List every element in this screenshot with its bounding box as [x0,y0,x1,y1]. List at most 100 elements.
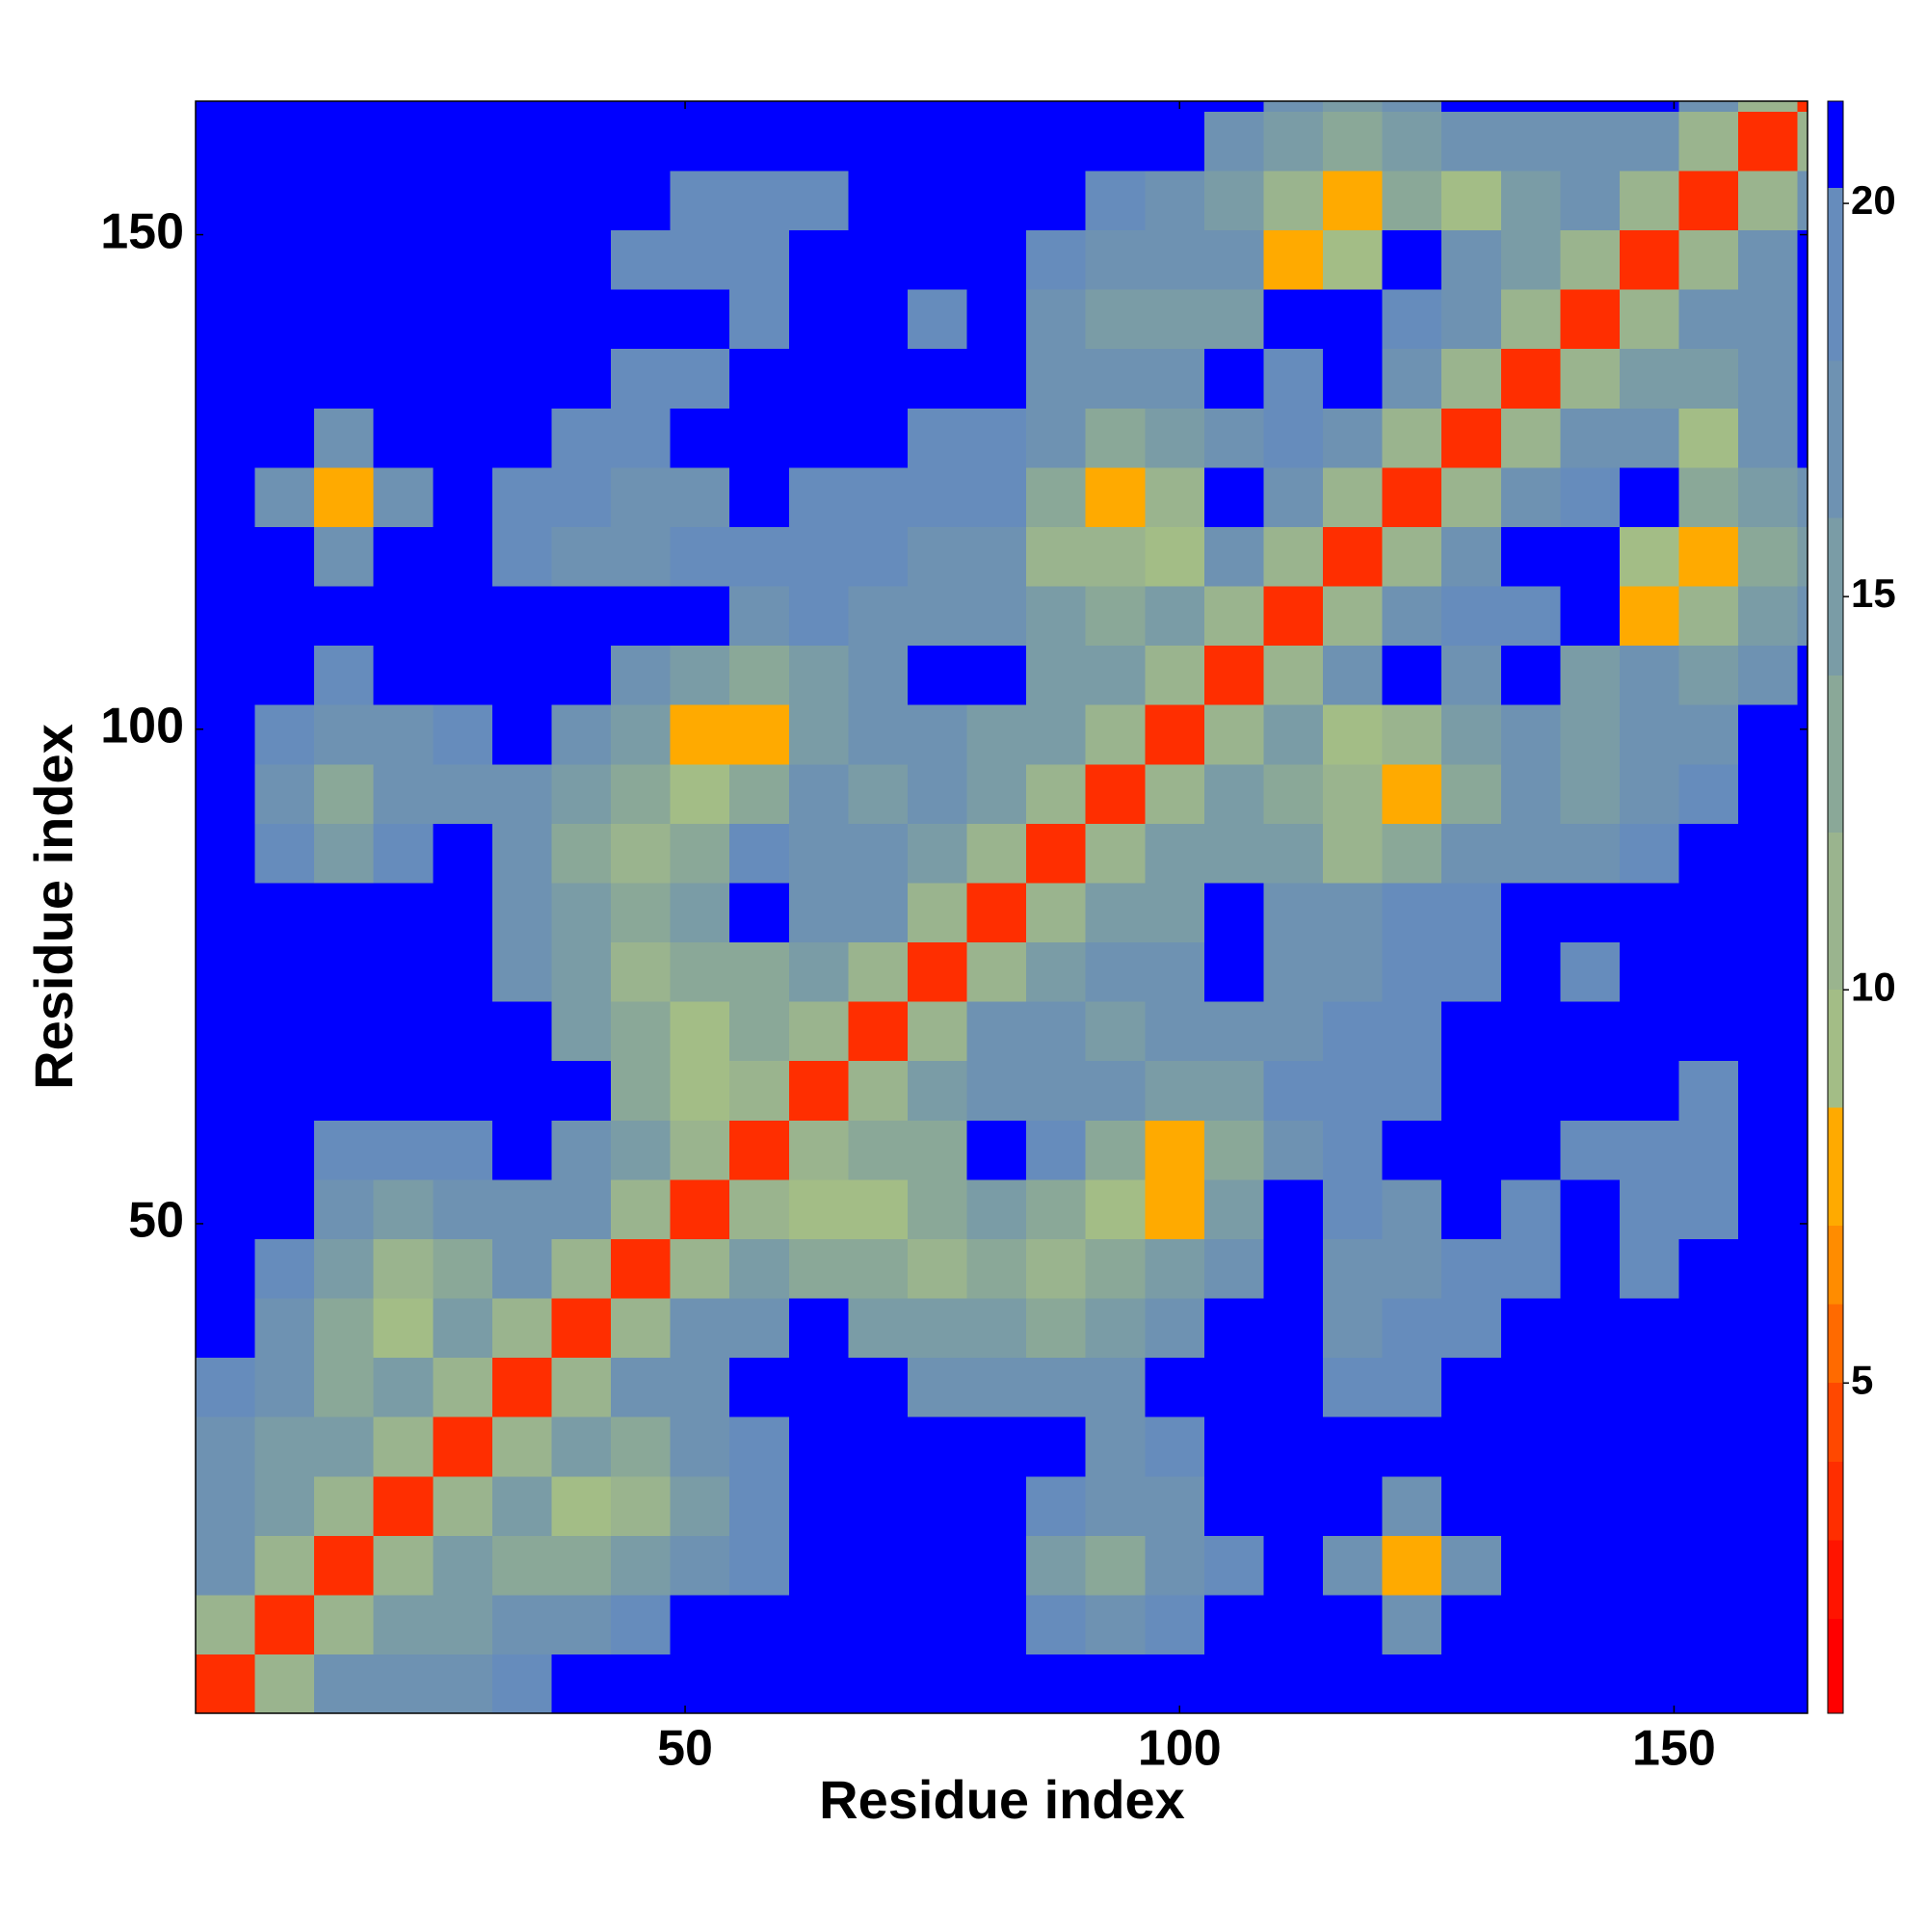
heatmap-cell [1263,1060,1324,1121]
heatmap-cell [491,289,553,350]
heatmap-cell [1263,111,1324,172]
heatmap-cell [196,823,256,884]
heatmap-cell [1026,101,1087,112]
heatmap-cell [848,1297,909,1359]
heatmap-cell [1619,101,1680,112]
heatmap-cell [966,170,1027,231]
heatmap-cell [1263,1416,1324,1477]
heatmap-cell [1619,408,1680,468]
heatmap-cell [551,882,612,943]
heatmap-cell [1500,1594,1562,1655]
heatmap-cell [491,645,553,705]
heatmap-cell [433,289,493,350]
heatmap-cell [907,1238,968,1299]
heatmap-cell [1263,704,1324,765]
heatmap-cell [670,466,730,527]
heatmap-cell [788,170,850,231]
colorbar-segment [1828,1383,1843,1462]
heatmap-cell [670,1120,730,1180]
heatmap-cell [373,1060,434,1121]
heatmap-cell [551,348,612,409]
heatmap-cell [1678,1001,1739,1062]
heatmap-cell [1323,645,1384,705]
heatmap-cell [611,289,672,350]
heatmap-cell [966,408,1027,468]
heatmap-cell [1323,289,1384,350]
heatmap-cell [848,1357,909,1417]
heatmap-cell [1085,585,1146,647]
heatmap-cell [373,229,434,290]
heatmap-cell [1678,941,1739,1002]
heatmap-cell [611,229,672,290]
heatmap-cell [1619,466,1680,527]
heatmap-cell [1145,101,1205,112]
heatmap-cell [254,1594,315,1655]
heatmap-cell [433,1475,493,1536]
heatmap-cell [1500,466,1562,527]
heatmap-cell [848,101,909,112]
heatmap-cell [1560,348,1621,409]
heatmap-cell [729,229,790,290]
heatmap-cell [1382,1238,1442,1299]
heatmap-cell [907,101,968,112]
heatmap-cell [1500,1475,1562,1536]
heatmap-cell [1382,1001,1442,1062]
heatmap-cell [670,1357,730,1417]
heatmap-cell [788,941,850,1002]
heatmap-cell [848,941,909,1002]
heatmap-cell [314,1060,375,1121]
heatmap-cell [314,1594,375,1655]
heatmap-cell [1085,1357,1146,1417]
heatmap-cell [907,289,968,350]
heatmap-cell [1026,1001,1087,1062]
heatmap-cell [1145,1594,1205,1655]
heatmap-cell [729,763,790,824]
heatmap-cell [1678,763,1739,824]
heatmap-cell [551,1060,612,1121]
colorbar-segment [1828,1540,1843,1620]
heatmap-cell [729,289,790,350]
heatmap-cell [1026,1594,1087,1655]
heatmap-cell [433,1654,493,1713]
heatmap-cell [1203,289,1265,350]
colorbar-segment [1828,1461,1843,1541]
heatmap-cell [1382,1178,1442,1239]
heatmap-cell [1560,585,1621,647]
heatmap-cell [788,882,850,943]
heatmap-cell [1145,1535,1205,1596]
heatmap-cell [1619,348,1680,409]
heatmap-cell [1026,408,1087,468]
heatmap-cell [1026,763,1087,824]
heatmap-cell [907,408,968,468]
heatmap-cell [433,1594,493,1655]
heatmap-cell [729,1475,790,1536]
heatmap-cell [1382,1654,1442,1713]
heatmap-cell [1678,101,1739,112]
heatmap-cell [848,1475,909,1536]
heatmap-cell [1738,1297,1799,1359]
heatmap-cell [1085,229,1146,290]
heatmap-cell [196,289,256,350]
heatmap-cell [551,763,612,824]
heatmap-cell [611,1416,672,1477]
heatmap-cell [1085,408,1146,468]
heatmap-cell [373,408,434,468]
heatmap-cell [788,704,850,765]
heatmap-cell [1203,1357,1265,1417]
heatmap-cell [788,1120,850,1180]
colorbar-segment [1828,832,1843,991]
heatmap-cell [907,704,968,765]
x-tick-label: 50 [657,1721,713,1777]
heatmap-cell [611,1178,672,1239]
heatmap-cell [1738,645,1799,705]
heatmap-cell [611,763,672,824]
heatmap-cells [196,101,1808,1713]
heatmap-cell [1619,1475,1680,1536]
heatmap-cell [491,1238,553,1299]
heatmap-cell [551,1178,612,1239]
heatmap-cell [1145,763,1205,824]
heatmap-cell [907,170,968,231]
heatmap-cell [1441,941,1502,1002]
heatmap-cell [729,1001,790,1062]
heatmap-cell [1560,408,1621,468]
